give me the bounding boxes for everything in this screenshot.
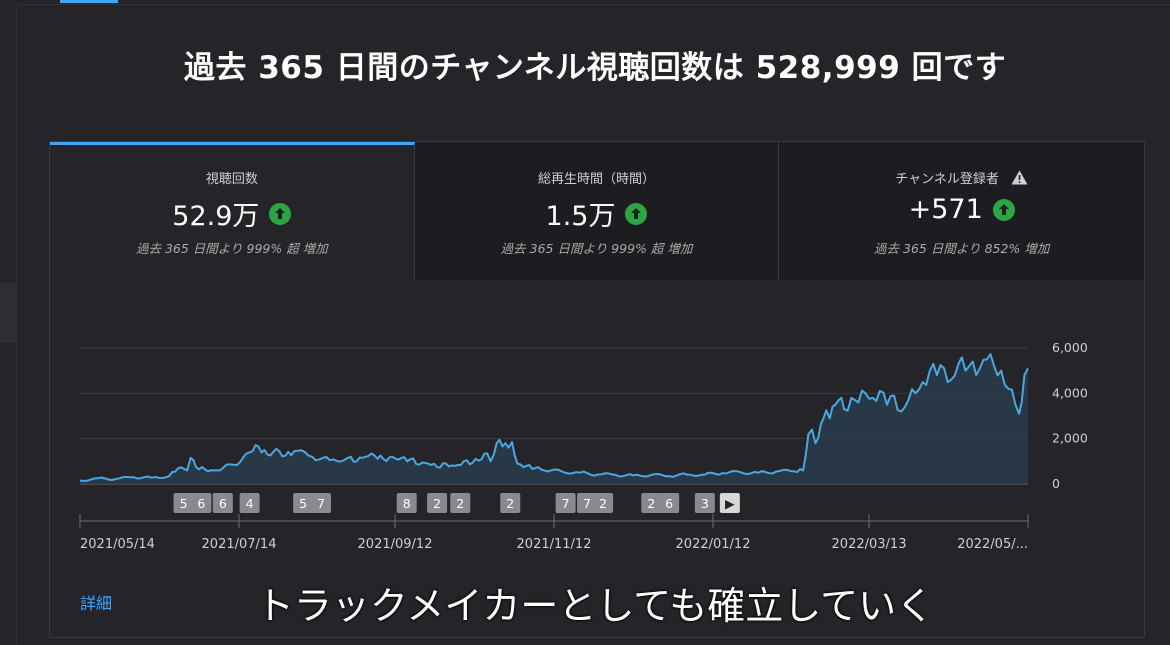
page-headline: 過去 365 日間のチャンネル視聴回数は 528,999 回です [183, 50, 1007, 86]
annotation-label: 7 [317, 496, 325, 511]
annotation-marker [173, 493, 194, 513]
annotation-label: 7 [583, 496, 591, 511]
metric-value-row: +571 [779, 194, 1144, 225]
x-tick-label: 2021/11/12 [517, 537, 592, 552]
annotation-label: 2 [647, 496, 655, 511]
series-line [79, 353, 1029, 482]
arrow-up-icon [992, 198, 1015, 221]
overview-panel [16, 4, 1170, 645]
x-tick-label: 2022/01/12 [676, 537, 751, 552]
annotation-marker [694, 493, 715, 513]
annotation-marker [427, 493, 448, 513]
series-area [80, 354, 1028, 484]
y-tick-label: 2,000 [1052, 431, 1088, 446]
annotation-label: 6 [665, 496, 673, 511]
annotation-label: 2 [506, 496, 514, 511]
metric-value-row: 52.9万 [50, 194, 414, 233]
annotation-marker [239, 493, 260, 513]
metric-change: 過去 365 日間より 852% 増加 [874, 241, 1050, 256]
metric-value: 52.9万 [172, 201, 260, 232]
annotation-marker [191, 493, 212, 513]
metric-tab-watch-time[interactable]: 総再生時間（時間） 1.5万 過去 365 日間より 999% 超 増加 [414, 142, 780, 280]
annotation-label: 2 [433, 496, 441, 511]
x-tick-label: 2022/03/13 [832, 537, 907, 552]
arrow-up-icon [269, 202, 292, 225]
x-tick-label: 2021/09/12 [358, 537, 433, 552]
annotation-marker [396, 493, 417, 513]
annotation-marker [555, 493, 576, 513]
annotation-marker [500, 493, 521, 513]
annotation-marker [659, 493, 680, 513]
metric-tabs: 視聴回数 52.9万 過去 365 日間より 999% 超 増加 総再生時間（時… [50, 142, 1145, 280]
metric-value: +571 [908, 194, 983, 225]
warning-icon[interactable] [1011, 170, 1028, 189]
y-tick-label: 6,000 [1052, 340, 1088, 355]
annotation-marker [311, 493, 332, 513]
annotation-label: 3 [701, 496, 709, 511]
left-panel-edge [0, 283, 16, 343]
top-tab-indicator [60, 0, 118, 3]
annotation-marker [577, 493, 598, 513]
annotation-marker [450, 493, 471, 513]
annotation-marker [212, 493, 233, 513]
metric-value: 1.5万 [545, 201, 616, 232]
annotation-label: 2 [456, 496, 464, 511]
arrow-up-icon [625, 202, 648, 225]
metric-title: 総再生時間（時間） [538, 172, 656, 187]
annotation-label: 4 [246, 496, 254, 511]
annotation-marker [293, 493, 314, 513]
x-tick-label: 2022/05/... [957, 537, 1028, 552]
metric-value-row: 1.5万 [415, 194, 779, 233]
metric-title: 視聴回数 [205, 172, 258, 187]
annotation-label: 5 [299, 496, 307, 511]
annotation-label: 5 [180, 496, 188, 511]
y-tick-label: 0 [1052, 476, 1060, 491]
annotation-label: 2 [599, 496, 607, 511]
metric-change: 過去 365 日間より 999% 超 増加 [500, 241, 693, 256]
metric-title: チャンネル登録者 [895, 172, 999, 187]
annotation-label: 6 [197, 496, 205, 511]
metric-title-row: チャンネル登録者 [779, 168, 1144, 189]
x-tick-label: 2021/05/14 [80, 537, 155, 552]
annotation-marker [719, 493, 740, 513]
annotation-marker [593, 493, 614, 513]
video-subtitle-caption: トラックメイカーとしても確立していく [255, 584, 935, 628]
annotation-label: 7 [562, 496, 570, 511]
metrics-card: 視聴回数 52.9万 過去 365 日間より 999% 超 増加 総再生時間（時… [49, 141, 1145, 638]
metric-tab-views[interactable]: 視聴回数 52.9万 過去 365 日間より 999% 超 増加 [50, 142, 415, 280]
metric-change: 過去 365 日間より 999% 超 増加 [135, 241, 328, 256]
annotation-marker [641, 493, 662, 513]
y-tick-label: 4,000 [1052, 385, 1088, 400]
metric-tab-subscribers[interactable]: チャンネル登録者 +571 過去 365 日間より 852% 増加 [779, 142, 1145, 280]
annotation-label: ▶ [725, 496, 735, 511]
annotation-label: 6 [219, 496, 227, 511]
x-tick-label: 2021/07/14 [202, 537, 277, 552]
details-link[interactable]: 詳細 [80, 594, 113, 613]
annotation-label: 8 [403, 496, 411, 511]
